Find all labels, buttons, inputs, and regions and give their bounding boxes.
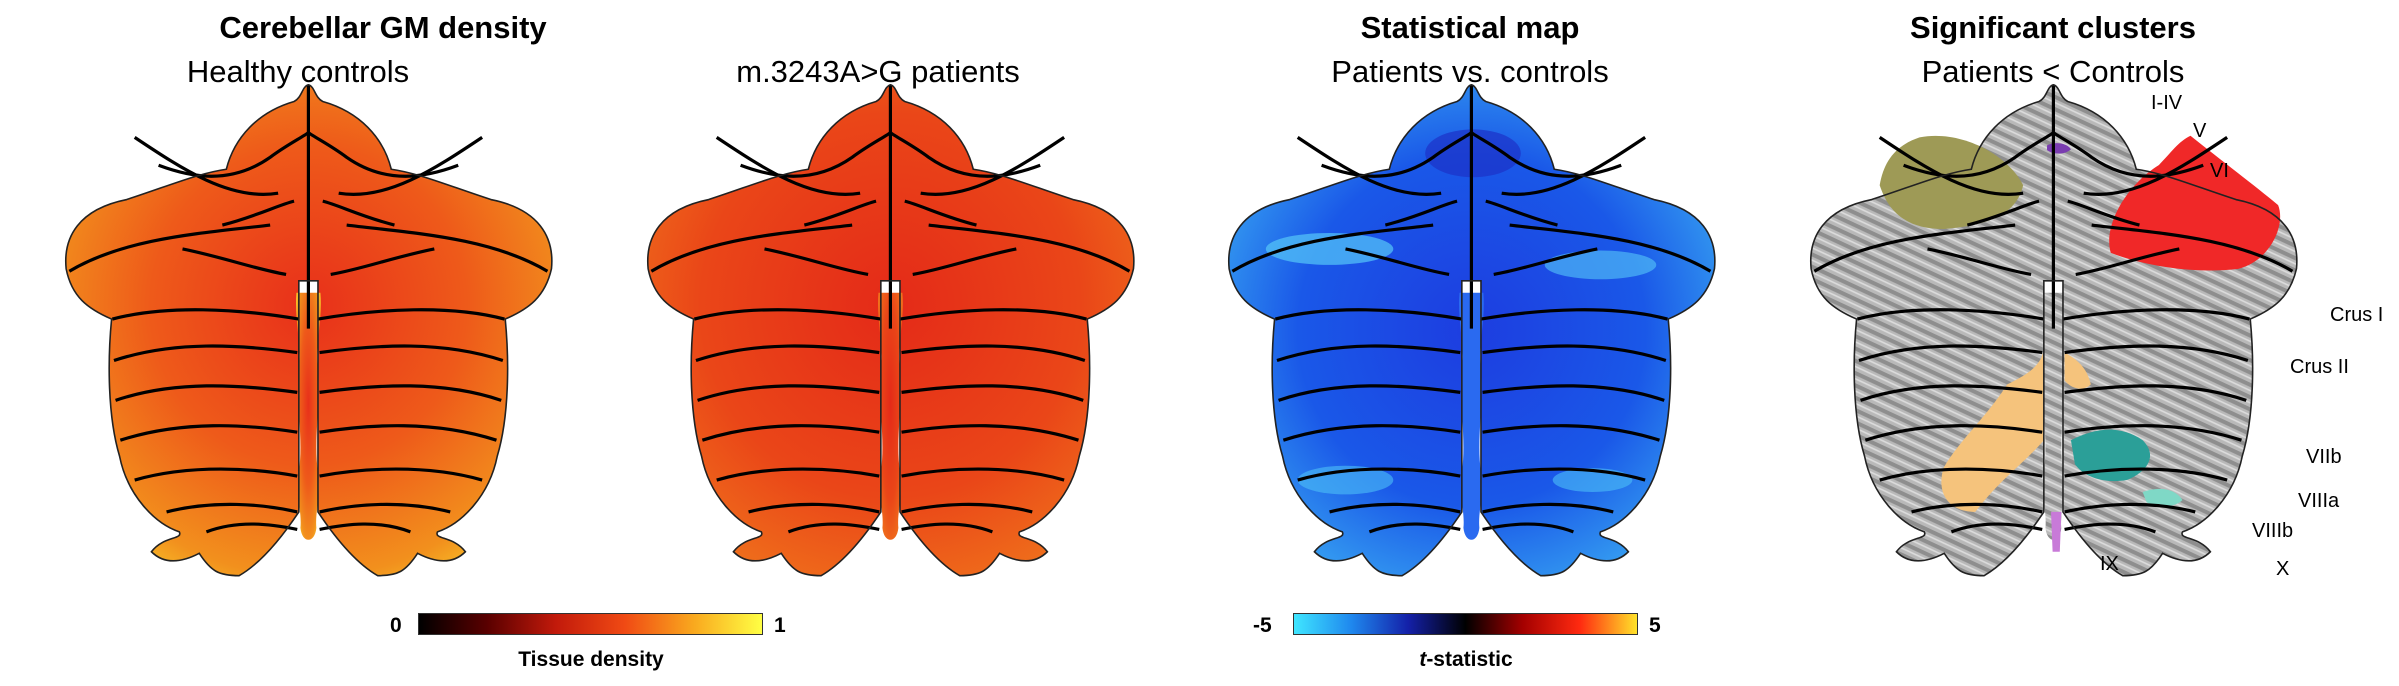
lobule-label-IX: IX — [2100, 553, 2119, 575]
tstat-colorbar-max: 5 — [1649, 614, 1661, 637]
lobule-label-VIIb: VIIb — [2306, 446, 2342, 468]
group2-subtitle: Patients vs. controls — [1331, 54, 1609, 89]
density-colorbar-max: 1 — [774, 614, 786, 637]
cluster-orange-left — [1941, 352, 2044, 512]
panel2-subtitle: m.3243A>G patients — [736, 54, 1020, 89]
panel1-subtitle: Healthy controls — [186, 54, 410, 89]
tstat-colorbar — [1293, 613, 1638, 635]
flatmap-statistical-map — [1227, 83, 1716, 577]
lobule-label-X: X — [2276, 558, 2290, 580]
cluster-orange-right — [2064, 352, 2091, 389]
tstat-colorbar-label: t-statistic — [1316, 648, 1616, 672]
flatmap-healthy-controls — [64, 83, 553, 577]
tstat-label-rest: -statistic — [1426, 648, 1513, 671]
lobule-label-CrusI: Crus I — [2330, 304, 2384, 326]
lobule-label-CrusII: Crus II — [2290, 356, 2349, 378]
lobule-label-VI: VI — [2210, 160, 2229, 182]
tstat-colorbar-min: -5 — [1253, 614, 1272, 637]
group3-title: Significant clusters — [1910, 10, 2196, 45]
flatmap-patients — [646, 83, 1135, 577]
lobule-label-V: V — [2193, 120, 2207, 142]
group3-subtitle: Patients < Controls — [1921, 54, 2185, 89]
cluster-red — [2109, 135, 2281, 271]
group2-title: Statistical map — [1360, 10, 1580, 45]
lobule-label-I-IV: I-IV — [2151, 92, 2183, 114]
cluster-lightteal — [2142, 488, 2183, 507]
lobule-label-VIIIb: VIIIb — [2252, 520, 2294, 542]
cluster-purple — [2051, 511, 2062, 552]
density-colorbar-min: 0 — [390, 614, 402, 637]
group1-title: Cerebellar GM density — [219, 10, 547, 45]
density-colorbar-label: Tissue density — [518, 648, 664, 671]
flatmap-significant-clusters — [1809, 83, 2298, 577]
density-colorbar — [418, 613, 763, 635]
tstat-label-italic: t — [1419, 648, 1427, 671]
lobule-label-VIIIa: VIIIa — [2298, 490, 2340, 512]
